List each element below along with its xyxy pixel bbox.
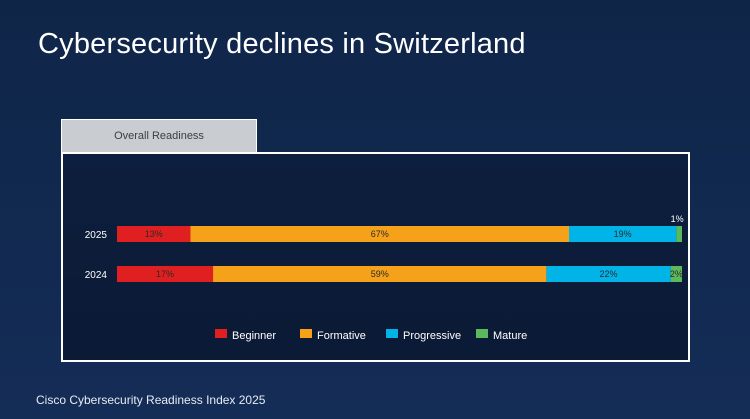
bar-mature-2025 <box>676 226 682 242</box>
bar-progressive-2025 <box>569 226 677 242</box>
legend-swatch-formative <box>300 329 312 338</box>
bar-beginner-2025 <box>117 226 191 242</box>
category-label-2024: 2024 <box>85 270 108 281</box>
data-label-progressive-2024: 22% <box>600 269 618 279</box>
legend-swatch-progressive <box>386 329 398 338</box>
legend-label-beginner: Beginner <box>232 330 276 342</box>
bar-progressive-2024 <box>546 266 671 282</box>
data-label-mature-2024: 2% <box>670 269 683 279</box>
data-label-progressive-2025: 19% <box>614 229 632 239</box>
page-title: Cybersecurity declines in Switzerland <box>38 28 526 60</box>
data-label-mature-2025: 1% <box>671 214 684 224</box>
legend-label-formative: Formative <box>317 330 366 342</box>
data-label-formative-2024: 59% <box>371 269 389 279</box>
bar-beginner-2024 <box>117 266 214 282</box>
tab-overall-readiness[interactable]: Overall Readiness <box>61 119 257 152</box>
legend-swatch-mature <box>476 329 488 338</box>
tab-label: Overall Readiness <box>114 130 204 142</box>
category-label-2025: 2025 <box>85 230 108 241</box>
bar-formative-2024 <box>213 266 547 282</box>
legend-label-progressive: Progressive <box>403 330 461 342</box>
data-label-beginner-2024: 17% <box>156 269 174 279</box>
chart-panel: 2025 13% 67% 19% 1% 2024 17% 59% 22% 2% Beginner F… <box>61 152 690 362</box>
data-label-formative-2025: 67% <box>371 229 389 239</box>
stacked-bar-chart: 2025 13% 67% 19% 1% 2024 17% 59% 22% 2% Beginner F… <box>85 214 684 342</box>
data-label-beginner-2025: 13% <box>145 229 163 239</box>
bar-mature-2024 <box>670 266 682 282</box>
footer-source: Cisco Cybersecurity Readiness Index 2025 <box>36 393 266 407</box>
legend-swatch-beginner <box>215 329 227 338</box>
legend-label-mature: Mature <box>493 330 527 342</box>
bar-formative-2025 <box>190 226 569 242</box>
